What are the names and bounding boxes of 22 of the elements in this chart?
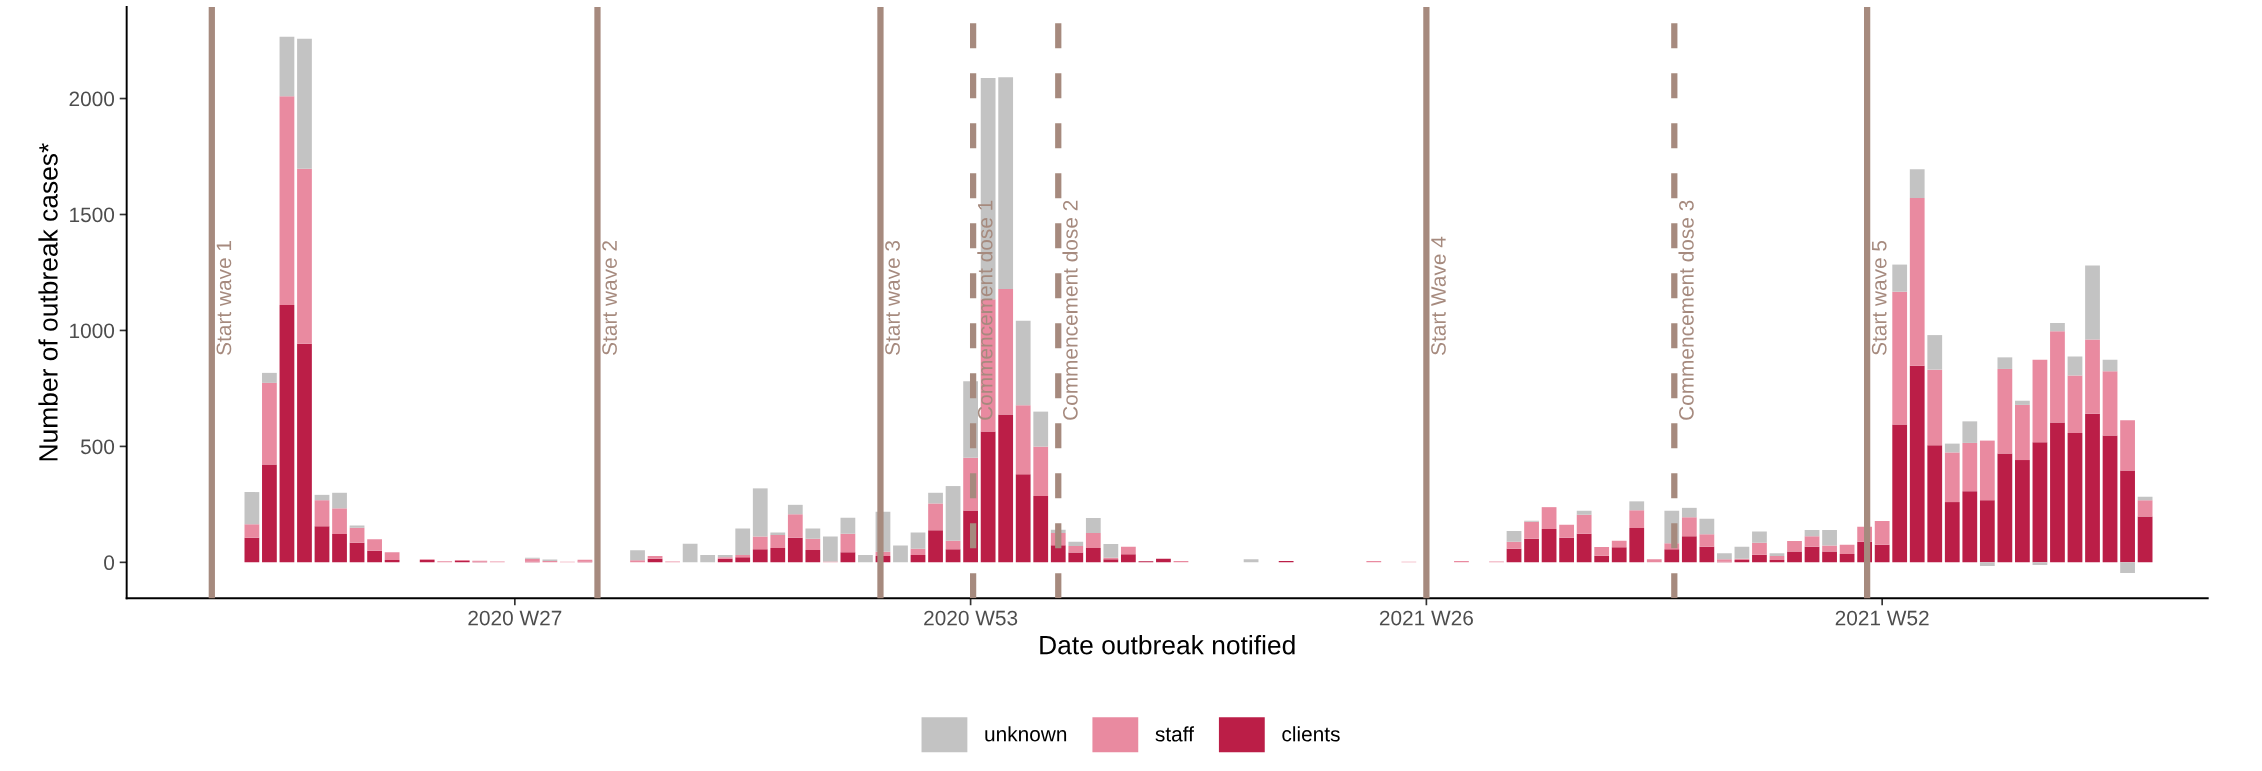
ref-line-label: Start wave 3 (885, 240, 900, 355)
y-axis-title: Number of outbreak cases* (38, 143, 58, 461)
y-tick-label: 500 (80, 439, 115, 455)
ref-line-label: Commencement dose 1 (977, 200, 993, 420)
x-tick-label: 2021 W26 (1379, 610, 1473, 626)
y-tick-label: 1000 (70, 323, 115, 339)
x-tick-label: 2021 W52 (1835, 610, 1929, 626)
x-axis-title: Date outbreak notified (1040, 635, 1295, 655)
ref-line-label: Start wave 2 (602, 241, 617, 355)
ref-line-label: Commencement dose 3 (1678, 200, 1694, 420)
legend-label: unknown (985, 726, 1067, 742)
ref-line-label: Commencement dose 2 (1062, 200, 1078, 420)
legend-label: clients (1282, 726, 1340, 742)
y-tick-label: 1500 (70, 207, 115, 223)
y-tick-label: 2000 (69, 91, 115, 107)
ref-line-label: Start Wave 4 (1431, 236, 1446, 355)
y-tick-label: 0 (104, 555, 115, 571)
ref-line-label: Start wave 5 (1871, 240, 1887, 355)
x-tick-label: 2020 W27 (468, 610, 562, 626)
legend-label: staff (1155, 726, 1194, 742)
ref-line-label: Start wave 1 (216, 241, 232, 355)
x-tick-label: 2020 W53 (924, 610, 1018, 626)
